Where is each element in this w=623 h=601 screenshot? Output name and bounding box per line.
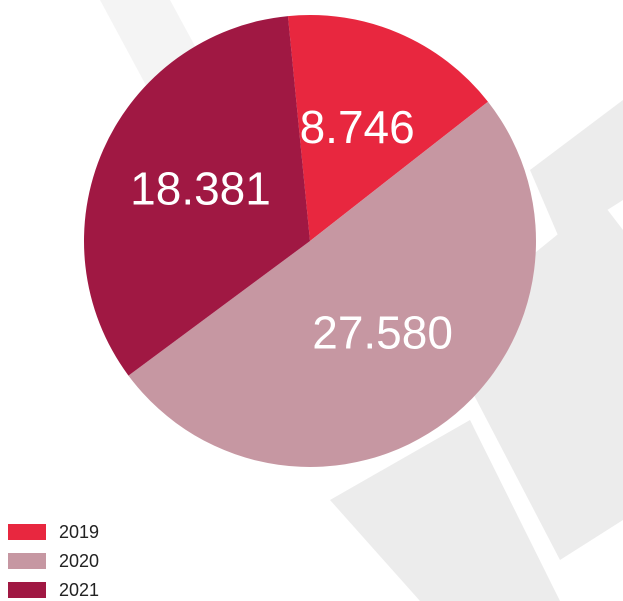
data-label: 27.580	[312, 306, 453, 358]
pie-slice	[83, 16, 311, 376]
legend: 2019 2020 2021	[8, 522, 99, 600]
data-label: 8.746	[300, 101, 415, 153]
legend-swatch	[8, 582, 46, 598]
pie: 8.746 27.580 18.381	[83, 14, 536, 467]
data-label: 18.381	[130, 163, 271, 215]
pie-slice	[128, 101, 536, 467]
legend-label: 2019	[59, 522, 99, 542]
legend-swatch	[8, 553, 46, 569]
legend-label: 2020	[59, 551, 99, 571]
pie-slice	[287, 14, 488, 241]
legend-label: 2021	[59, 580, 99, 600]
legend-swatch	[8, 524, 46, 540]
